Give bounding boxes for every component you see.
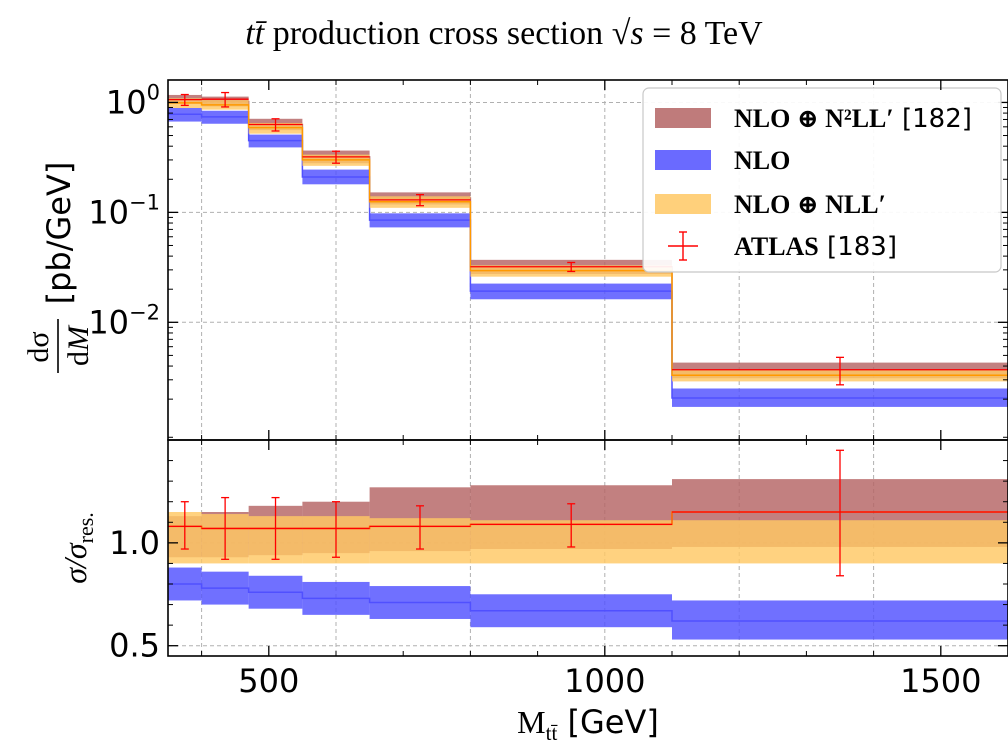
bottom-y-label-group: σ/σres.	[57, 512, 98, 584]
bottom-y-ticks: 1.0 0.5	[109, 460, 1008, 665]
y-tick-label: 0.5	[109, 627, 160, 665]
ratio-point	[369, 505, 471, 550]
y-tick-label: 10−2	[88, 300, 160, 341]
band-center-line	[168, 113, 1008, 399]
x-tick-label: 1500	[900, 662, 981, 700]
ylabel-denominator: dM	[62, 324, 95, 366]
top-y-ticks: 100 10−1 10−2	[88, 80, 1008, 438]
bottom-panel: 1.0 0.5 σ/σres. 500 1000 1500 Mtt̄ [GeV]	[57, 80, 1008, 744]
data-point	[672, 356, 1008, 386]
chart-title: tt̄ production cross section √s = 8 TeV	[245, 15, 763, 52]
ratio-point	[672, 449, 1008, 577]
ylabel-numerator: dσ	[22, 331, 55, 362]
legend-box	[642, 87, 1002, 273]
band-series	[168, 108, 1008, 407]
top-panel: 100 10−1 10−2 dσ dM [pb/GeV] NLO ⊕ N²LL′ [18…	[22, 79, 1008, 441]
x-label-text: Mtt̄ [GeV]	[517, 703, 659, 744]
legend-label: NLO ⊕ NLL′	[734, 190, 886, 219]
legend-swatch	[655, 108, 711, 128]
top-y-label: dσ dM [pb/GeV]	[22, 162, 95, 373]
legend-entry: NLO ⊕ N²LL′ [182]	[655, 104, 972, 134]
legend-entry: NLO	[655, 146, 790, 175]
top-points	[168, 91, 1008, 386]
y-tick-label: 1.0	[109, 524, 160, 562]
bottom-points	[168, 449, 1008, 577]
legend: NLO ⊕ N²LL′ [182] NLO NLO ⊕ NLL′ ATLAS [183…	[642, 87, 1002, 273]
bottom-frame-rect	[167, 439, 1008, 657]
ratio-band-bin	[672, 600, 1008, 640]
ylabel-ratio: σ/σres.	[57, 512, 98, 584]
legend-swatch	[655, 194, 711, 214]
ratio-band	[168, 567, 1008, 640]
bottom-y-label: σ/σres.	[57, 512, 98, 584]
legend-label: NLO	[734, 146, 790, 175]
legend-entry: ATLAS [183]	[668, 231, 897, 262]
legend-entry: NLO ⊕ NLL′	[655, 190, 886, 219]
y-tick-label: 100	[106, 80, 160, 121]
y-tick-label: 10−1	[88, 190, 160, 231]
ratio-point	[470, 503, 672, 548]
x-ticks: 500 1000 1500	[201, 80, 1008, 700]
ratio-center-line	[168, 583, 1008, 622]
ratio-point	[302, 501, 370, 558]
ratio-point	[201, 496, 249, 560]
x-tick-label: 500	[238, 662, 299, 700]
data-point	[470, 261, 672, 273]
legend-label: NLO ⊕ N²LL′ [182]	[734, 104, 972, 134]
data-point	[201, 91, 249, 108]
legend-label: ATLAS [183]	[734, 232, 897, 262]
x-tick-label: 1000	[564, 662, 645, 700]
legend-swatch	[655, 150, 711, 170]
x-label: Mtt̄ [GeV]	[517, 703, 659, 744]
bottom-frame	[167, 439, 1008, 657]
top-y-label-group: dσ dM [pb/GeV]	[22, 162, 95, 373]
data-point	[302, 150, 370, 164]
ylabel-unit: [pb/GeV]	[40, 162, 78, 305]
title-text: tt̄ production cross section √s = 8 TeV	[245, 15, 763, 52]
bottom-bands	[168, 479, 1008, 640]
ratio-point	[248, 496, 303, 560]
data-point	[248, 118, 303, 132]
data-point	[168, 93, 202, 107]
ratio-point	[168, 501, 202, 550]
data-point	[369, 193, 471, 207]
